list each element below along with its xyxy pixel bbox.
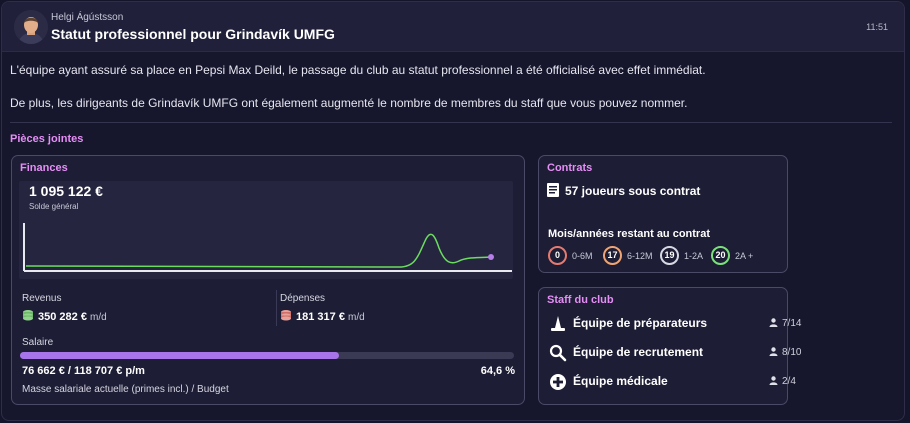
staff-count: 8/10 — [769, 347, 801, 358]
revenue-stat: 350 282 € m/d — [22, 309, 107, 323]
bucket-2a-plus-count: 20 — [711, 246, 730, 265]
staff-row-recrutement[interactable]: Équipe de recrutement 8/10 — [549, 344, 801, 364]
message-paragraph-1: L'équipe ayant assuré sa place en Pepsi … — [10, 63, 706, 77]
bucket-0-6m-label: 0-6M — [572, 251, 593, 261]
contracts-title: Contrats — [547, 162, 593, 174]
attachments-label: Pièces jointes — [10, 133, 84, 145]
person-icon — [769, 376, 778, 385]
remaining-title: Mois/années restant au contrat — [548, 228, 710, 240]
salary-label: Salaire — [22, 337, 54, 348]
staff-count: 7/14 — [769, 318, 801, 329]
players-under-contract: 57 joueurs sous contrat — [547, 183, 700, 198]
bucket-1-2a-label: 1-2A — [684, 251, 704, 261]
balance-line-chart — [23, 223, 512, 272]
person-icon — [769, 347, 778, 356]
divider — [10, 122, 892, 123]
staff-name: Équipe médicale — [573, 374, 668, 388]
magnifier-icon — [549, 344, 567, 362]
revenue-label: Revenus — [22, 293, 62, 304]
message-header: Helgi Ágústsson Statut professionnel pou… — [2, 2, 904, 52]
balance-endpoint-marker — [488, 254, 494, 260]
message-time: 11:51 — [866, 22, 888, 32]
revenue-value: 350 282 € — [38, 311, 87, 323]
message-title: Statut professionnel pour Grindavík UMFG — [51, 26, 335, 42]
salary-value: 76 662 € / 118 707 € p/m — [22, 365, 145, 377]
salary-note: Masse salariale actuelle (primes incl.) … — [22, 384, 229, 395]
contracts-card[interactable]: Contrats 57 joueurs sous contrat Mois/an… — [538, 155, 788, 273]
bucket-6-12m-count: 17 — [603, 246, 622, 265]
staff-title: Staff du club — [547, 294, 614, 306]
coins-spent-icon — [281, 310, 291, 321]
player-portrait-icon — [14, 10, 48, 44]
salary-progress-bar — [20, 352, 514, 359]
salary-percent: 64,6 % — [480, 365, 515, 377]
bucket-2a-plus-label: 2A + — [735, 251, 754, 261]
sender-name: Helgi Ágústsson — [51, 12, 124, 23]
finances-title: Finances — [20, 162, 68, 174]
stat-separator — [276, 290, 277, 326]
staff-card[interactable]: Staff du club Équipe de préparateurs 7/1… — [538, 287, 801, 405]
expenses-stat: 181 317 € m/d — [280, 309, 365, 323]
bucket-1-2a-count: 19 — [660, 246, 679, 265]
staff-count: 2/4 — [769, 376, 796, 387]
balance-value: 1 095 122 € — [29, 183, 103, 199]
expenses-unit: m/d — [348, 312, 365, 323]
balance-chart: 1 095 122 € Solde général — [19, 181, 513, 279]
expenses-label: Dépenses — [280, 293, 326, 304]
players-under-contract-text: 57 joueurs sous contrat — [565, 184, 701, 198]
avatar — [14, 10, 48, 44]
salary-progress-fill — [20, 352, 340, 359]
expenses-value: 181 317 € — [296, 311, 345, 323]
staff-row-medicale[interactable]: Équipe médicale 2/4 — [549, 373, 796, 393]
bucket-0-6m-count: 0 — [548, 246, 567, 265]
balance-series-line — [25, 233, 492, 268]
revenue-unit: m/d — [90, 312, 107, 323]
document-icon — [547, 183, 559, 197]
coins-icon — [23, 310, 33, 321]
person-icon — [769, 318, 778, 327]
finances-card[interactable]: Finances 1 095 122 € Solde général Reven… — [11, 155, 525, 405]
cone-icon — [551, 316, 565, 331]
balance-label: Solde général — [29, 202, 79, 211]
staff-name: Équipe de recrutement — [573, 345, 704, 359]
staff-name: Équipe de préparateurs — [573, 316, 708, 330]
staff-count-value: 2/4 — [782, 376, 796, 387]
staff-count-value: 8/10 — [782, 347, 802, 358]
staff-row-preparateurs[interactable]: Équipe de préparateurs 7/14 — [549, 315, 801, 335]
medical-cross-icon — [550, 374, 566, 390]
bucket-6-12m-label: 6-12M — [627, 251, 653, 261]
message-paragraph-2: De plus, les dirigeants de Grindavík UMF… — [10, 96, 688, 110]
staff-count-value: 7/14 — [782, 318, 802, 329]
